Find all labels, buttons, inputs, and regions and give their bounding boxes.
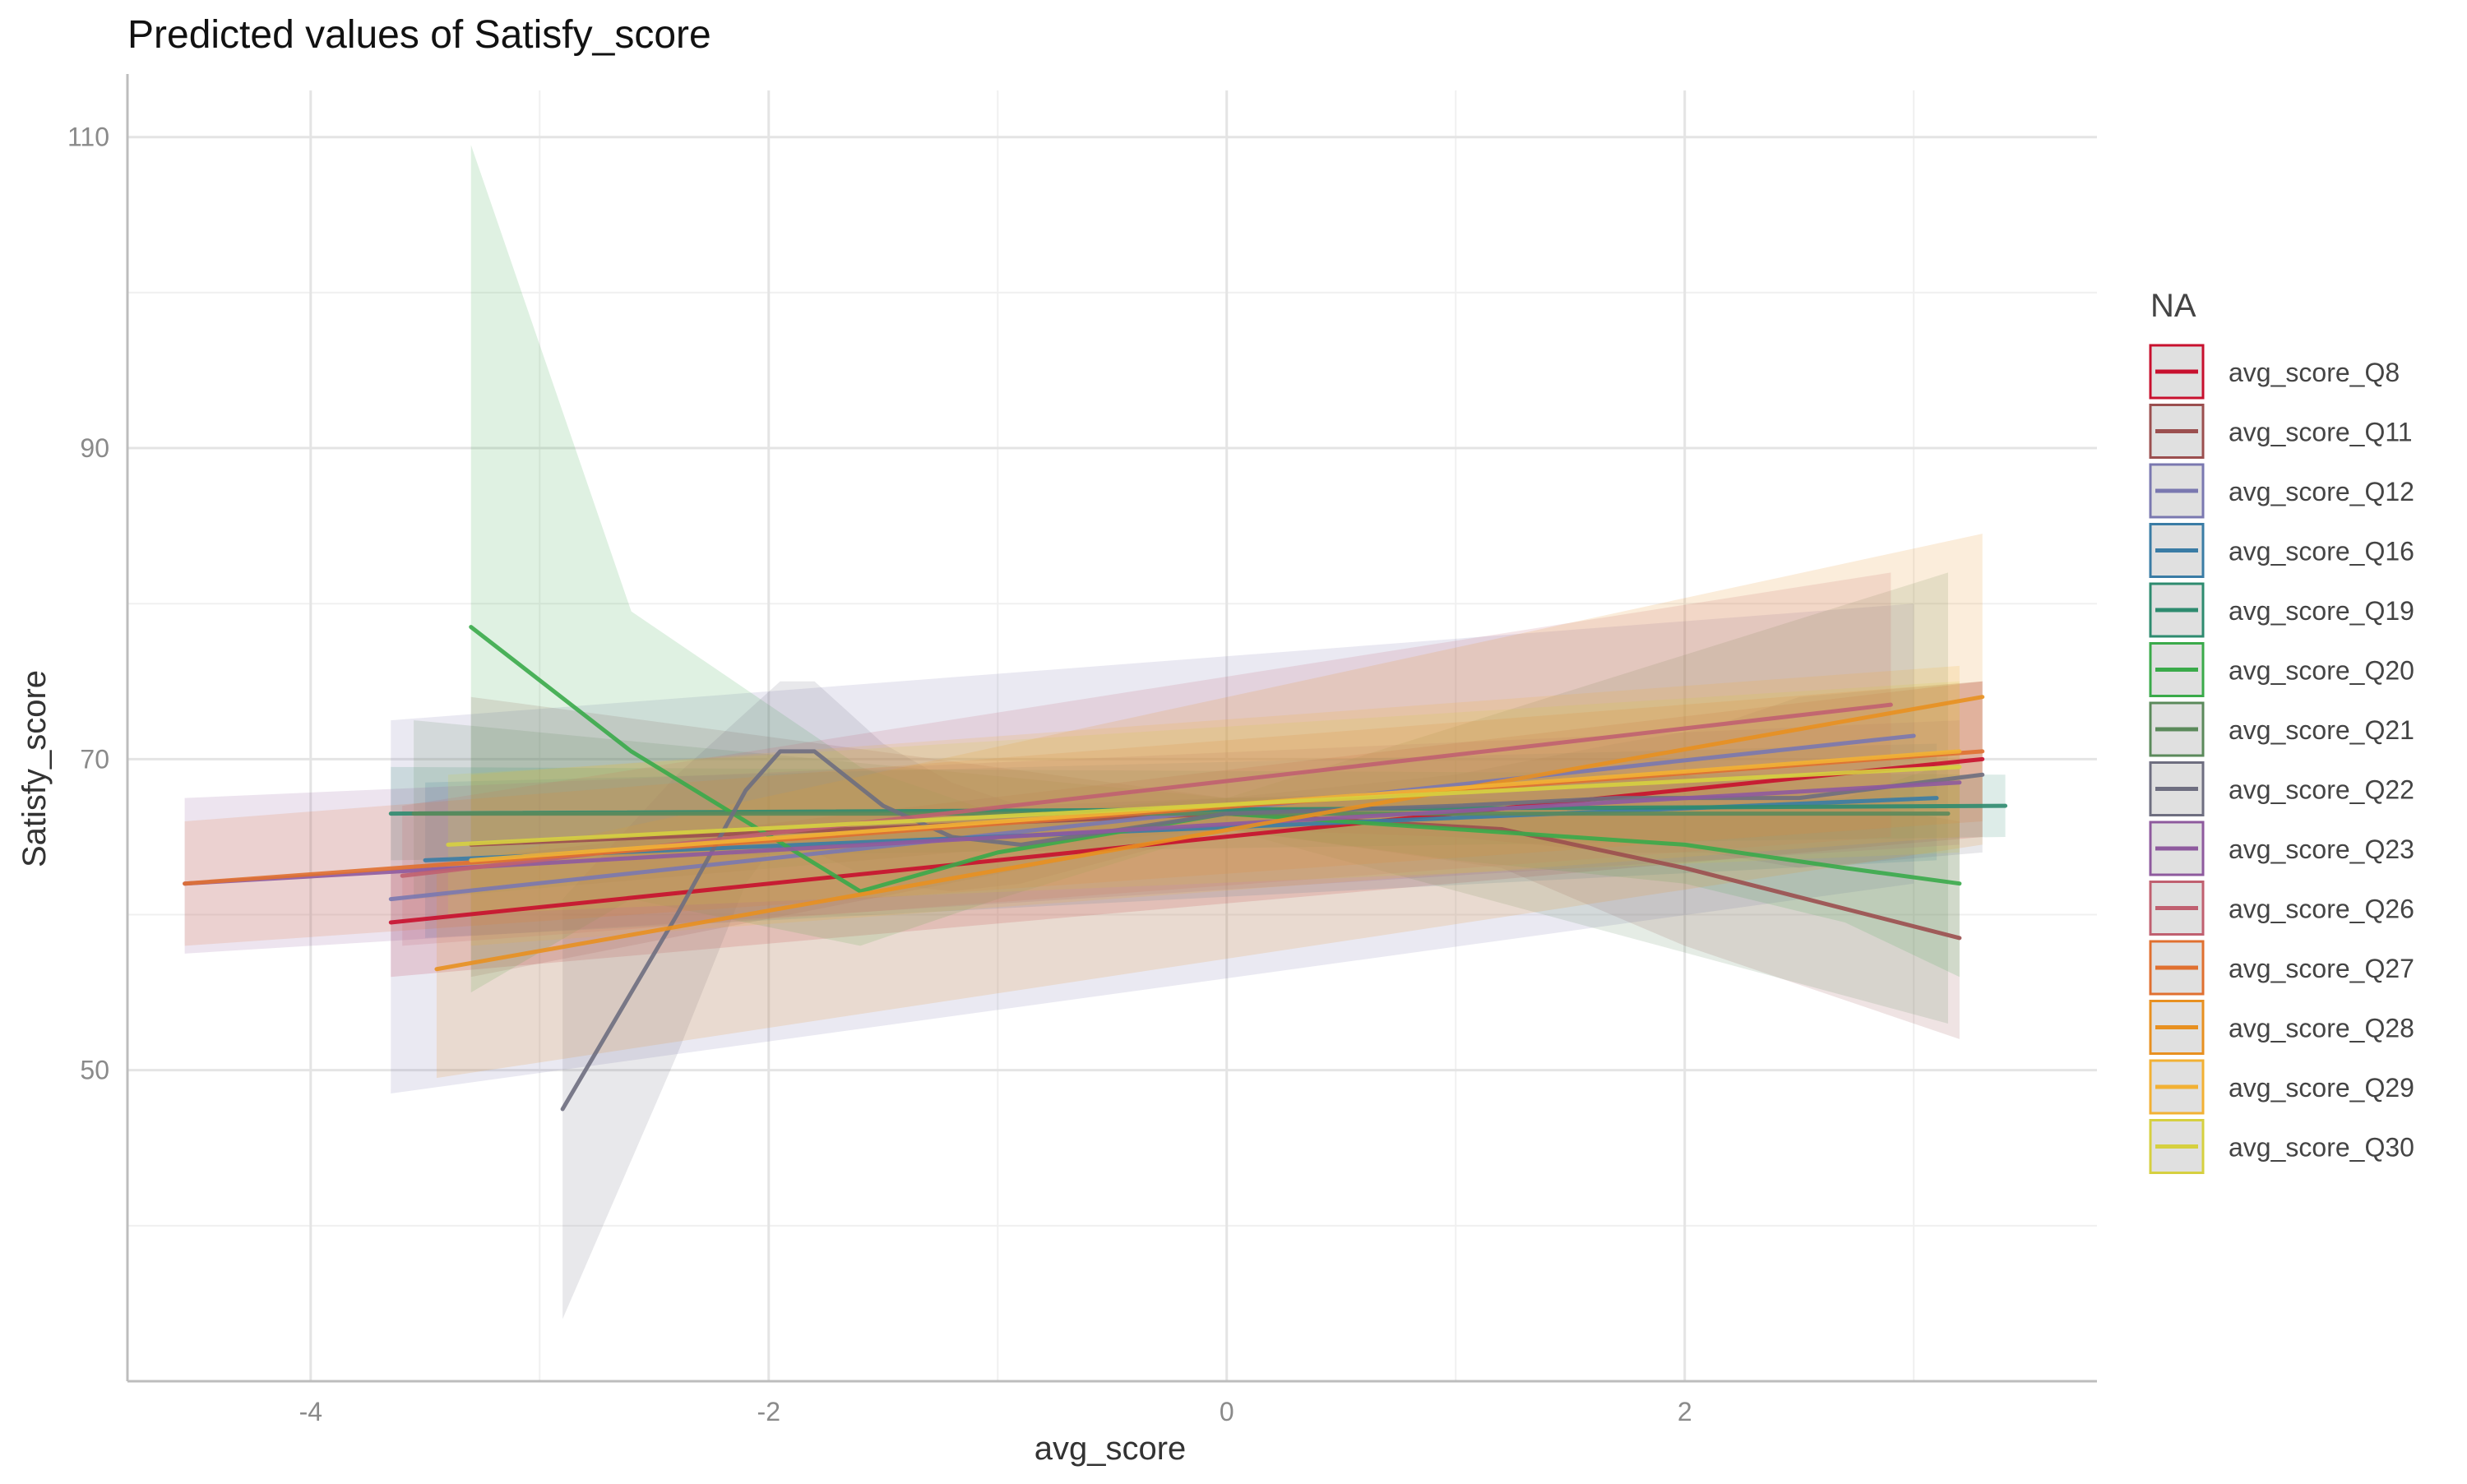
legend-item[interactable]: avg_score_Q21	[2149, 701, 2414, 757]
legend-title: NA	[2150, 288, 2196, 324]
line-layer	[183, 625, 2008, 1112]
legend: NA avg_score_Q8 avg_score_Q11 avg_score_Q1…	[2149, 288, 2414, 1174]
legend-label: avg_score_Q27	[2229, 954, 2414, 983]
y-tick-label: 50	[80, 1056, 109, 1085]
series-line-avg-score-q28	[434, 695, 1985, 972]
legend-label: avg_score_Q29	[2229, 1073, 2414, 1103]
ci-band-avg-score-q20	[470, 145, 1960, 993]
legend-item[interactable]: avg_score_Q30	[2149, 1119, 2414, 1174]
legend-item[interactable]: avg_score_Q26	[2149, 881, 2414, 936]
legend-item[interactable]: avg_score_Q20	[2149, 642, 2414, 697]
legend-item[interactable]: avg_score_Q23	[2149, 821, 2414, 876]
x-tick-label: -4	[299, 1397, 322, 1426]
x-tick-label: 0	[1220, 1397, 1234, 1426]
legend-label: avg_score_Q26	[2229, 895, 2414, 924]
legend-label: avg_score_Q30	[2229, 1133, 2414, 1163]
ci-band-avg-score-q21	[414, 572, 1948, 1024]
series-line-avg-score-q30	[446, 765, 1962, 847]
legend-item[interactable]: avg_score_Q16	[2149, 523, 2414, 578]
legend-label: avg_score_Q22	[2229, 775, 2414, 805]
legend-label: avg_score_Q19	[2229, 596, 2414, 626]
series-line-avg-score-q8	[388, 756, 1985, 925]
x-axis-title: avg_score	[1034, 1431, 1187, 1467]
axis-layer: -4 -2 0 2 50 70 90 110	[67, 74, 2097, 1426]
legend-label: avg_score_Q20	[2229, 656, 2414, 686]
legend-label: avg_score_Q21	[2229, 715, 2414, 745]
ci-band-avg-score-q11	[470, 696, 1960, 1039]
legend-item[interactable]: avg_score_Q8	[2149, 344, 2400, 400]
chart-title: Predicted values of Satisfy_score	[127, 13, 711, 57]
y-axis-title: Satisfy_score	[16, 670, 53, 867]
legend-item[interactable]: avg_score_Q19	[2149, 582, 2414, 638]
x-tick-label: -2	[757, 1397, 780, 1426]
legend-label: avg_score_Q8	[2229, 358, 2400, 387]
y-tick-label: 90	[80, 433, 109, 463]
ci-band-avg-score-q26	[402, 572, 1891, 946]
ribbon-layer	[184, 145, 2006, 1320]
ci-band-avg-score-q12	[391, 603, 1914, 1094]
legend-label: avg_score_Q28	[2229, 1014, 2414, 1043]
legend-label: avg_score_Q12	[2229, 477, 2414, 506]
legend-items: avg_score_Q8 avg_score_Q11 avg_score_Q12av…	[2149, 344, 2414, 1174]
y-tick-label: 110	[67, 123, 109, 152]
legend-label: avg_score_Q16	[2229, 537, 2414, 566]
legend-label: avg_score_Q11	[2229, 418, 2413, 447]
legend-item[interactable]: avg_score_Q28	[2149, 1000, 2414, 1055]
legend-item[interactable]: avg_score_Q22	[2149, 761, 2414, 816]
y-tick-label: 70	[80, 744, 109, 774]
x-tick-label: 2	[1678, 1397, 1692, 1426]
legend-label: avg_score_Q23	[2229, 834, 2414, 864]
legend-item[interactable]: avg_score_Q27	[2149, 940, 2414, 996]
legend-item[interactable]: avg_score_Q12	[2149, 463, 2414, 519]
legend-item[interactable]: avg_score_Q29	[2149, 1059, 2414, 1115]
legend-item[interactable]: avg_score_Q11	[2149, 404, 2413, 459]
series-line-avg-score-q12	[388, 733, 1916, 902]
